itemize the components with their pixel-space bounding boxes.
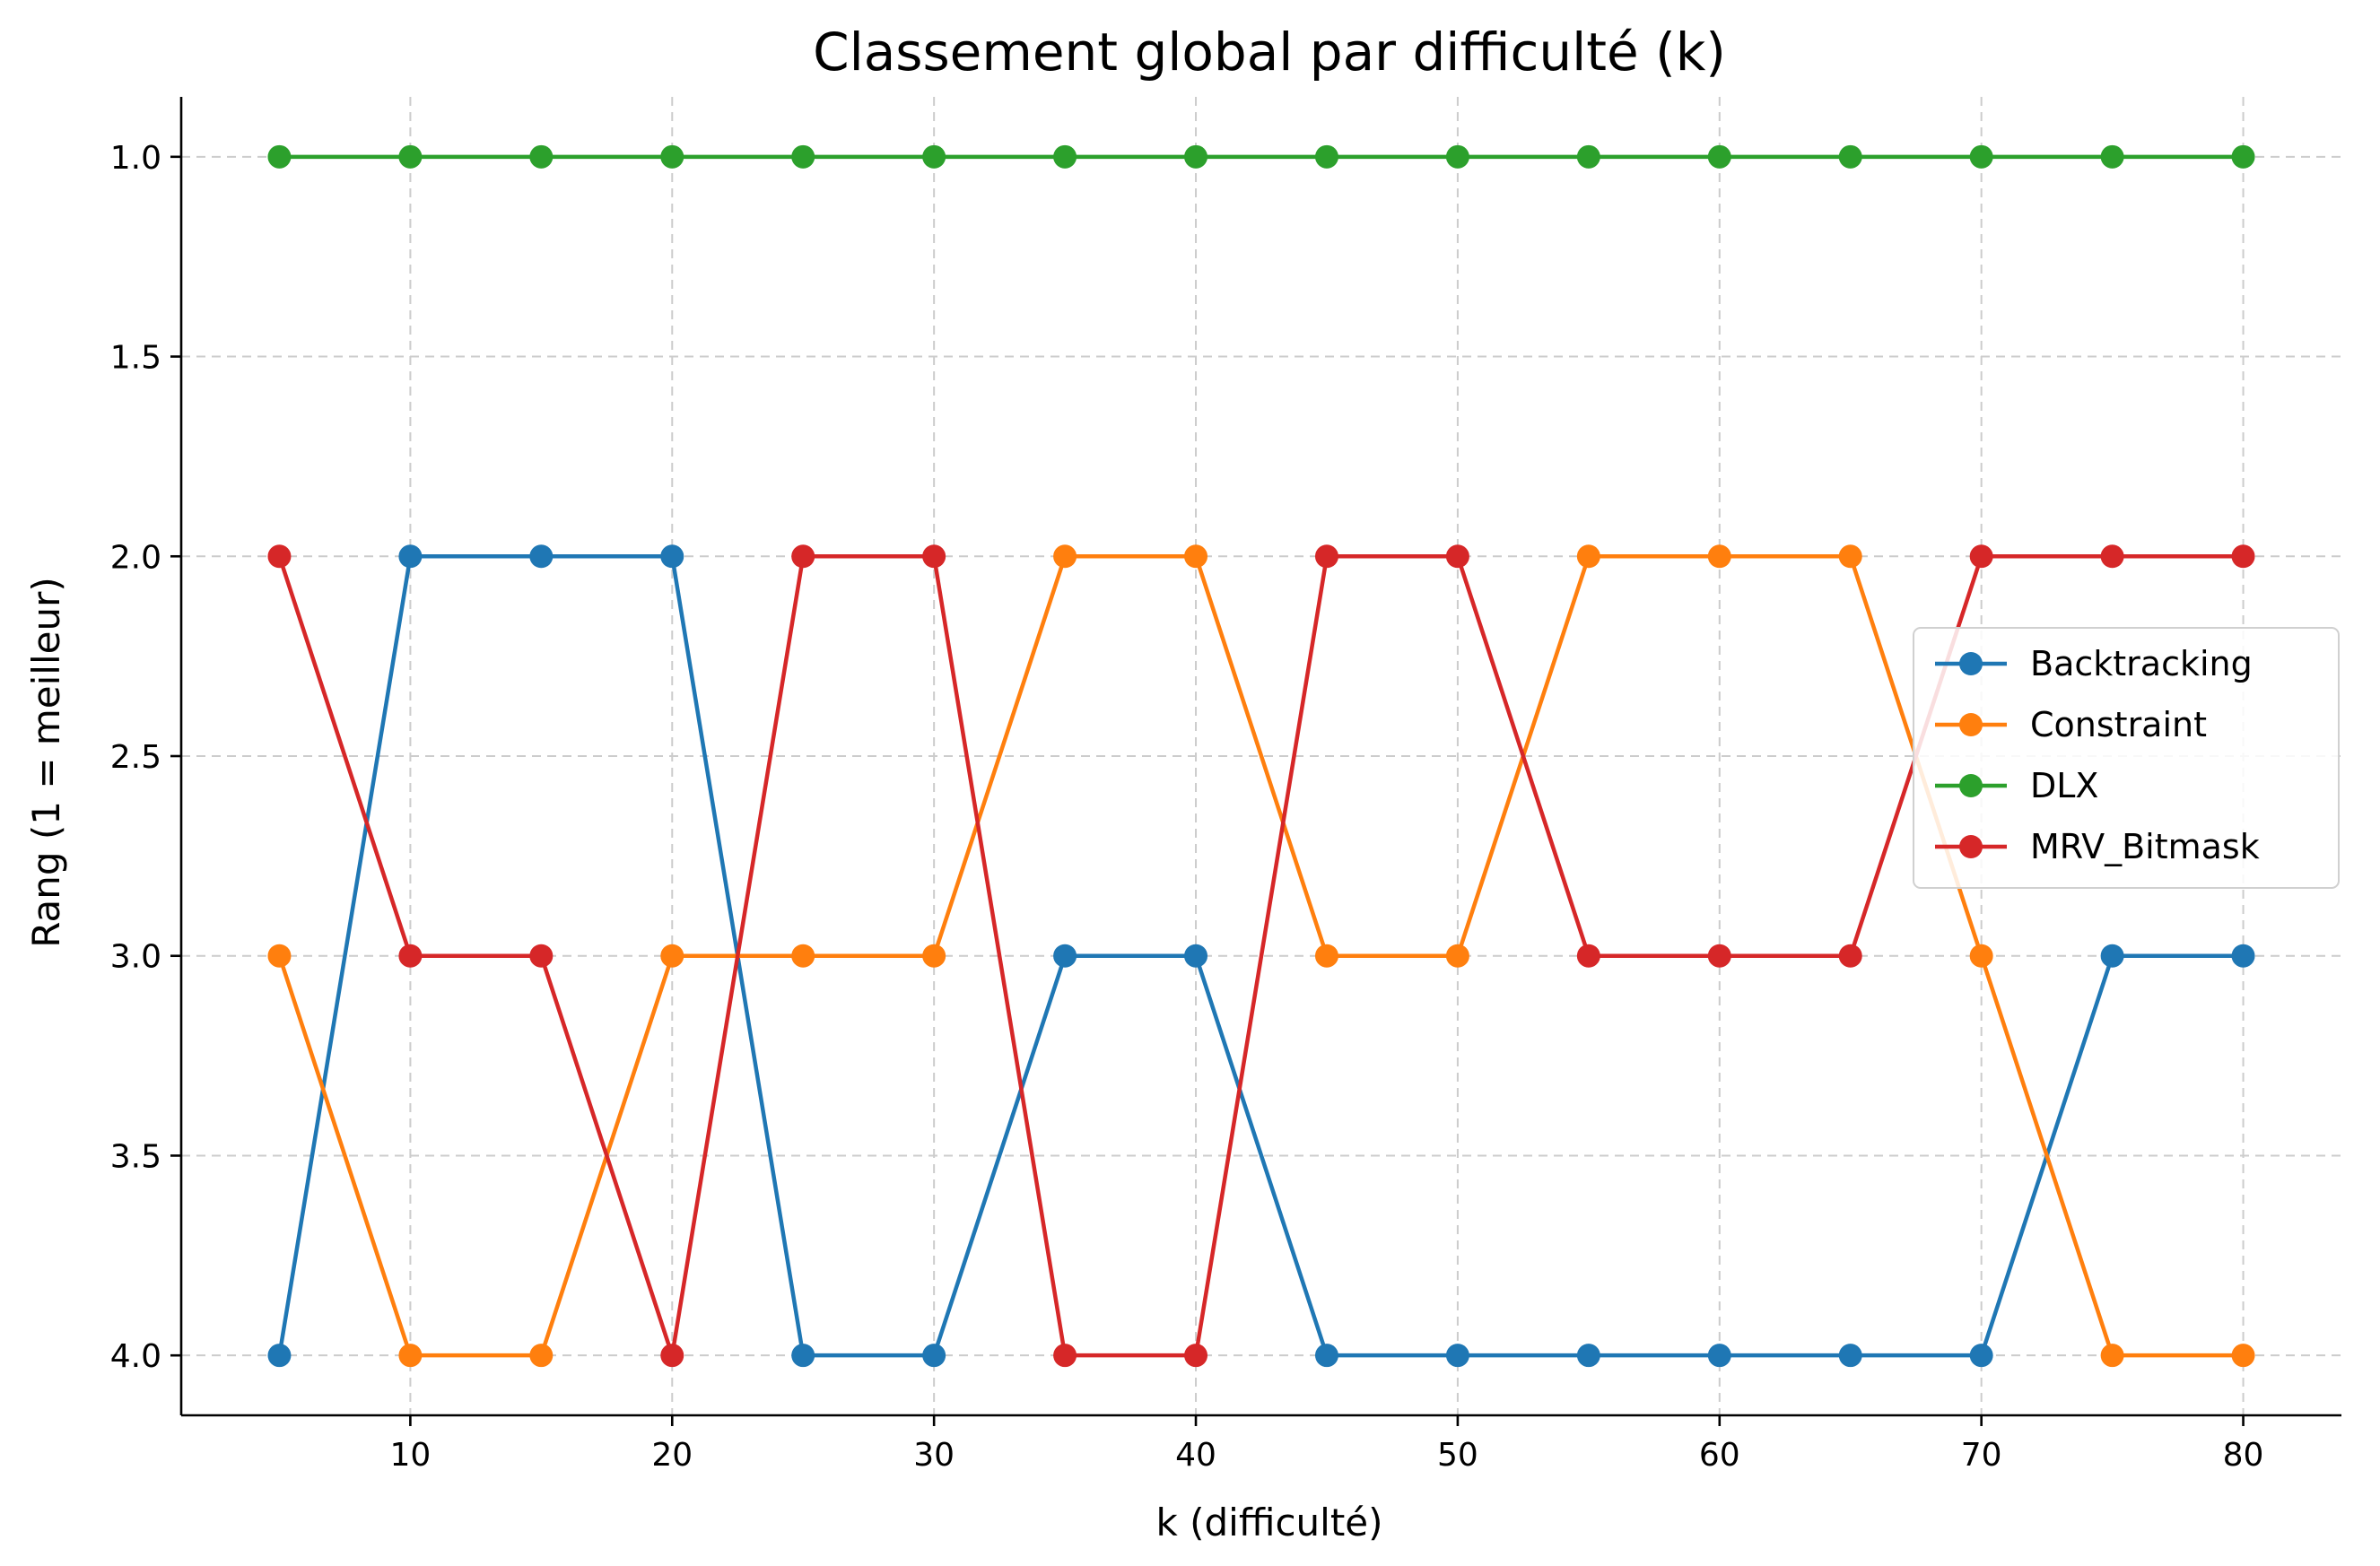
data-point-mrv-bitmask (2100, 544, 2124, 569)
data-point-mrv-bitmask (398, 944, 423, 968)
series-line-backtracking (277, 554, 2244, 1358)
data-point-backtracking (1314, 1344, 1338, 1368)
data-point-constraint (1969, 944, 1993, 968)
data-point-backtracking (1969, 1344, 1993, 1368)
data-point-backtracking (2231, 944, 2255, 968)
data-point-constraint (1053, 544, 1077, 569)
data-point-constraint (267, 944, 292, 968)
y-tick-label: 3.0 (110, 939, 161, 976)
data-point-mrv-bitmask (1314, 544, 1338, 569)
data-point-mrv-bitmask (529, 944, 554, 968)
data-point-constraint (529, 1344, 554, 1368)
x-axis-title: k (difficulté) (1155, 1501, 1382, 1544)
data-point-mrv-bitmask (1969, 544, 1993, 569)
data-point-dlx (267, 144, 292, 169)
data-point-backtracking (1184, 944, 1208, 968)
data-point-backtracking (398, 544, 423, 569)
legend: Backtracking Constraint DLX MRV_Bitmask (1913, 627, 2340, 889)
data-point-backtracking (922, 1344, 946, 1368)
data-point-constraint (660, 944, 684, 968)
data-point-dlx (1838, 144, 1862, 169)
data-point-constraint (1445, 944, 1469, 968)
x-tick-label: 60 (1699, 1437, 1740, 1474)
legend-label-backtracking: Backtracking (2030, 644, 2253, 683)
axes: 10 20 30 40 50 60 70 80 1.0 1.5 2.0 2.5 3.0 3.5 4.0 (110, 97, 2341, 1474)
legend-marker-dlx (1959, 774, 1983, 797)
y-tick-label: 2.0 (110, 539, 161, 576)
data-point-dlx (1707, 144, 1731, 169)
data-point-mrv-bitmask (1445, 544, 1469, 569)
x-tick-label: 80 (2223, 1437, 2264, 1474)
data-point-backtracking (2100, 944, 2124, 968)
legend-box (1913, 627, 2340, 889)
data-point-mrv-bitmask (1838, 944, 1862, 968)
data-point-backtracking (529, 544, 554, 569)
data-point-dlx (1576, 144, 1600, 169)
data-point-mrv-bitmask (1184, 1344, 1208, 1368)
data-point-backtracking (660, 544, 684, 569)
data-point-mrv-bitmask (922, 544, 946, 569)
legend-marker-backtracking (1959, 652, 1983, 675)
data-point-mrv-bitmask (2231, 544, 2255, 569)
x-tick-label: 10 (389, 1437, 431, 1474)
data-point-backtracking (267, 1344, 292, 1368)
data-point-constraint (1314, 944, 1338, 968)
y-tick-label: 2.5 (110, 739, 161, 776)
data-point-dlx (1053, 144, 1077, 169)
data-point-constraint (2231, 1344, 2255, 1368)
y-tick-label: 1.0 (110, 140, 161, 177)
data-point-constraint (1184, 544, 1208, 569)
series-lines (267, 144, 2255, 1368)
data-point-dlx (1969, 144, 1993, 169)
x-tick-label: 30 (913, 1437, 955, 1474)
data-point-dlx (2231, 144, 2255, 169)
x-tick-label: 50 (1437, 1437, 1478, 1474)
legend-label-constraint: Constraint (2030, 705, 2207, 744)
data-point-constraint (922, 944, 946, 968)
data-point-dlx (2100, 144, 2124, 169)
data-point-dlx (660, 144, 684, 169)
y-tick-label: 4.0 (110, 1338, 161, 1375)
y-axis-title: Rang (1 = meilleur) (24, 577, 68, 948)
data-point-constraint (791, 944, 815, 968)
x-tick-label: 20 (651, 1437, 693, 1474)
data-point-dlx (1314, 144, 1338, 169)
data-point-backtracking (1576, 1344, 1600, 1368)
legend-label-mrv-bitmask: MRV_Bitmask (2030, 827, 2260, 866)
data-point-constraint (398, 1344, 423, 1368)
x-tick-label: 70 (1961, 1437, 2002, 1474)
data-point-mrv-bitmask (1053, 1344, 1077, 1368)
data-point-constraint (2100, 1344, 2124, 1368)
data-point-constraint (1576, 544, 1600, 569)
data-point-backtracking (1053, 944, 1077, 968)
data-point-backtracking (791, 1344, 815, 1368)
data-point-constraint (1707, 544, 1731, 569)
chart-title: Classement global par difficulté (k) (813, 22, 1726, 83)
data-point-dlx (529, 144, 554, 169)
data-point-constraint (1838, 544, 1862, 569)
data-point-mrv-bitmask (1707, 944, 1731, 968)
data-point-dlx (398, 144, 423, 169)
data-point-mrv-bitmask (267, 544, 292, 569)
data-point-backtracking (1707, 1344, 1731, 1368)
data-point-dlx (922, 144, 946, 169)
legend-label-dlx: DLX (2030, 766, 2098, 805)
data-point-mrv-bitmask (660, 1344, 684, 1368)
y-tick-label: 1.5 (110, 340, 161, 377)
y-tick-label: 3.5 (110, 1138, 161, 1175)
legend-marker-mrv-bitmask (1959, 835, 1983, 858)
data-point-backtracking (1838, 1344, 1862, 1368)
x-tick-label: 40 (1175, 1437, 1216, 1474)
data-point-mrv-bitmask (1576, 944, 1600, 968)
data-point-dlx (1445, 144, 1469, 169)
data-point-dlx (1184, 144, 1208, 169)
data-point-mrv-bitmask (791, 544, 815, 569)
legend-marker-constraint (1959, 713, 1983, 736)
data-point-dlx (791, 144, 815, 169)
data-point-backtracking (1445, 1344, 1469, 1368)
